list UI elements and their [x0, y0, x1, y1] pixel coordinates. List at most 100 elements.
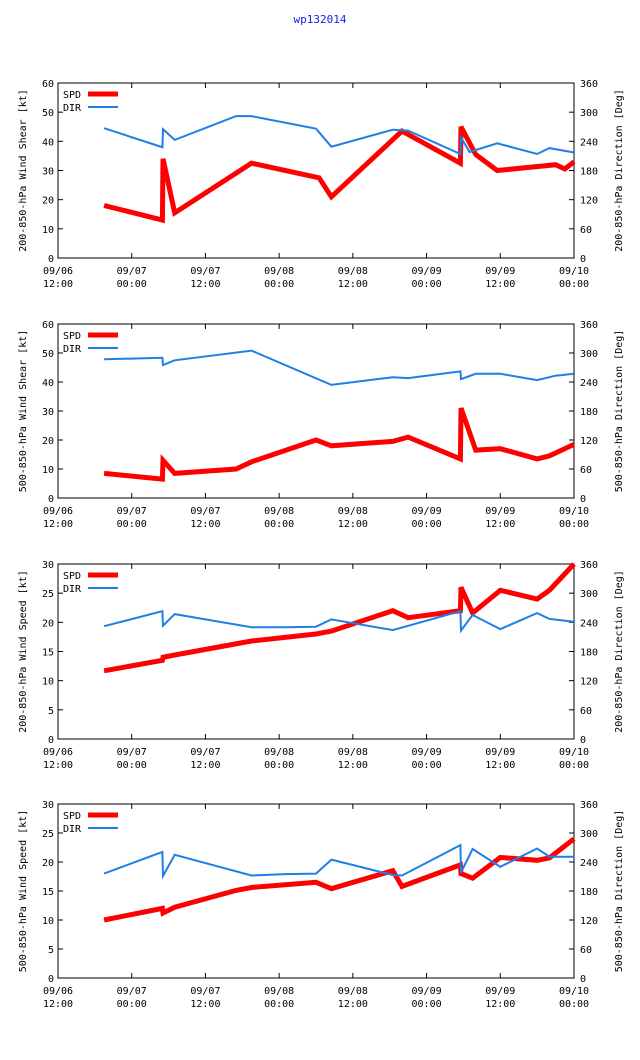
y-tick-label: 30	[42, 167, 54, 178]
y-tick-label: 10	[42, 465, 54, 476]
x-tick-label-time: 00:00	[117, 519, 147, 530]
y2-tick-label: 180	[580, 407, 598, 418]
y-tick-label: 40	[42, 137, 54, 148]
y-tick-label: 0	[48, 254, 54, 265]
y2-tick-label: 120	[580, 196, 598, 207]
y2-axis-label: 200-850-hPa Direction [Deg]	[614, 89, 625, 252]
y-tick-label: 15	[42, 648, 54, 659]
y2-axis-label: 200-850-hPa Direction [Deg]	[614, 570, 625, 733]
y2-tick-label: 360	[580, 800, 598, 811]
y2-tick-label: 300	[580, 589, 598, 600]
y-tick-label: 20	[42, 858, 54, 869]
x-tick-label-time: 00:00	[412, 999, 442, 1010]
spd-series-line	[103, 562, 576, 674]
y2-tick-label: 360	[580, 560, 598, 571]
x-tick-label-date: 09/08	[338, 747, 368, 758]
legend-label-dir: DIR	[63, 103, 82, 114]
x-tick-label-time: 12:00	[338, 279, 368, 290]
y2-tick-label: 120	[580, 677, 598, 688]
y2-tick-label: 0	[580, 735, 586, 746]
x-tick-label-date: 09/07	[117, 986, 147, 997]
y-tick-label: 25	[42, 589, 54, 600]
x-tick-label-date: 09/08	[338, 986, 368, 997]
x-tick-label-date: 09/07	[117, 747, 147, 758]
y2-tick-label: 60	[580, 225, 592, 236]
x-tick-label-time: 00:00	[412, 279, 442, 290]
y2-tick-label: 300	[580, 349, 598, 360]
y-tick-label: 10	[42, 225, 54, 236]
y-tick-label: 60	[42, 79, 54, 90]
chart-500-850-wind-speed: 05101520253006012018024030036009/0612:00…	[18, 800, 625, 1010]
x-tick-label-date: 09/08	[264, 506, 294, 517]
y2-tick-label: 60	[580, 945, 592, 956]
x-tick-label-time: 12:00	[338, 519, 368, 530]
y-tick-label: 10	[42, 677, 54, 688]
x-tick-label-date: 09/09	[412, 747, 442, 758]
x-tick-label-time: 00:00	[117, 999, 147, 1010]
y2-tick-label: 0	[580, 254, 586, 265]
x-tick-label-time: 12:00	[338, 999, 368, 1010]
x-tick-label-time: 00:00	[117, 760, 147, 771]
y2-tick-label: 120	[580, 916, 598, 927]
y-axis-label: 200-850-hPa Wind Speed [kt]	[18, 570, 29, 733]
y-tick-label: 10	[42, 916, 54, 927]
legend-label-dir: DIR	[63, 584, 82, 595]
x-tick-label-time: 00:00	[264, 999, 294, 1010]
x-tick-label-date: 09/09	[485, 986, 515, 997]
x-tick-label-date: 09/10	[559, 506, 589, 517]
plot-frame	[57, 803, 575, 979]
x-tick-label-time: 12:00	[190, 999, 220, 1010]
y-tick-label: 0	[48, 974, 54, 985]
legend-label-spd: SPD	[63, 90, 81, 101]
x-tick-label-date: 09/07	[190, 506, 220, 517]
x-tick-label-date: 09/07	[190, 266, 220, 277]
y-axis-label: 500-850-hPa Wind Speed [kt]	[18, 810, 29, 973]
y2-tick-label: 120	[580, 436, 598, 447]
y-tick-label: 20	[42, 436, 54, 447]
dir-series-line	[104, 349, 575, 386]
x-tick-label-time: 12:00	[485, 760, 515, 771]
x-tick-label-date: 09/08	[338, 506, 368, 517]
y2-tick-label: 180	[580, 887, 598, 898]
x-tick-label-time: 00:00	[412, 760, 442, 771]
x-tick-label-time: 12:00	[485, 519, 515, 530]
y2-axis-label: 500-850-hPa Direction [Deg]	[614, 810, 625, 973]
plot-frame	[57, 323, 575, 499]
x-tick-label-date: 09/09	[412, 986, 442, 997]
y2-tick-label: 240	[580, 378, 598, 389]
dir-series-line	[103, 609, 575, 634]
y-tick-label: 40	[42, 378, 54, 389]
y-tick-label: 25	[42, 829, 54, 840]
x-tick-label-date: 09/09	[485, 747, 515, 758]
x-tick-label-time: 12:00	[485, 999, 515, 1010]
x-tick-label-date: 09/08	[264, 266, 294, 277]
y-tick-label: 60	[42, 320, 54, 331]
x-tick-label-date: 09/07	[190, 986, 220, 997]
x-tick-label-date: 09/09	[485, 506, 515, 517]
x-tick-label-time: 00:00	[559, 519, 589, 530]
y2-tick-label: 60	[580, 465, 592, 476]
y-tick-label: 20	[42, 196, 54, 207]
legend-label-spd: SPD	[63, 571, 81, 582]
x-tick-label-date: 09/08	[264, 747, 294, 758]
x-tick-label-date: 09/06	[43, 747, 73, 758]
y-tick-label: 30	[42, 800, 54, 811]
y2-axis-label: 500-850-hPa Direction [Deg]	[614, 330, 625, 493]
y-tick-label: 0	[48, 494, 54, 505]
y-tick-label: 5	[48, 945, 54, 956]
x-tick-label-time: 00:00	[264, 760, 294, 771]
y2-tick-label: 60	[580, 706, 592, 717]
x-tick-label-time: 12:00	[43, 760, 73, 771]
y-tick-label: 50	[42, 108, 54, 119]
dir-series-line	[103, 115, 575, 156]
y-tick-label: 0	[48, 735, 54, 746]
y-tick-label: 5	[48, 706, 54, 717]
spd-series-line	[103, 407, 576, 482]
x-tick-label-time: 12:00	[43, 279, 73, 290]
x-tick-label-date: 09/10	[559, 986, 589, 997]
y2-tick-label: 240	[580, 137, 598, 148]
x-tick-label-time: 00:00	[559, 999, 589, 1010]
x-tick-label-time: 12:00	[43, 999, 73, 1010]
y2-tick-label: 0	[580, 494, 586, 505]
